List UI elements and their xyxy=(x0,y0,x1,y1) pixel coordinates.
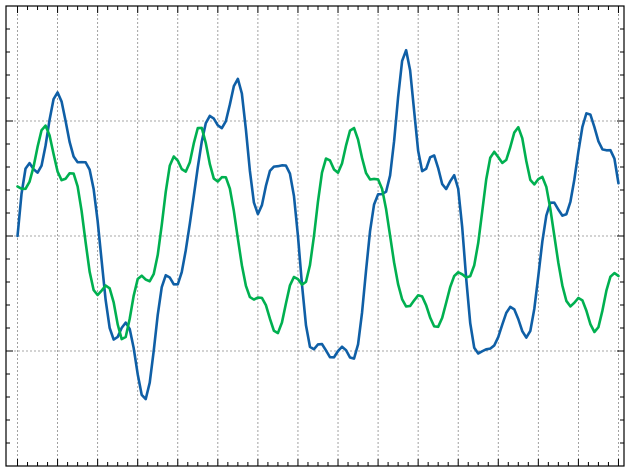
series-layer xyxy=(16,48,620,401)
series-line-2 xyxy=(16,124,620,341)
series-line-1 xyxy=(16,48,620,401)
tick-marks xyxy=(6,6,624,466)
grid xyxy=(6,6,624,466)
